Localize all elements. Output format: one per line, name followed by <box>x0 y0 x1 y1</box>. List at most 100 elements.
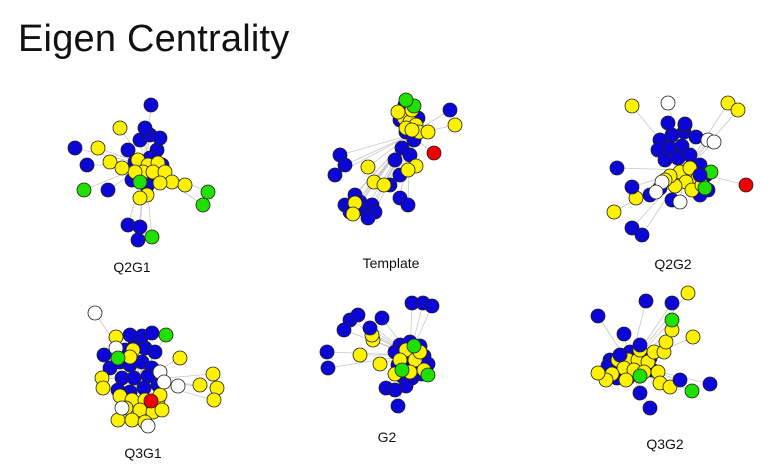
graph-label-q3g1: Q3G1 <box>124 445 162 461</box>
graph-node-yellow <box>177 177 193 193</box>
q3g1-nodes <box>87 305 225 434</box>
network-graph-q3g1 <box>87 305 225 434</box>
graph-label-q2g2: Q2G2 <box>654 256 692 272</box>
graph-node-yellow <box>352 347 368 363</box>
graph-edge <box>344 134 411 166</box>
graph-node-green <box>684 383 700 399</box>
graph-node-blue <box>634 227 650 243</box>
graph-node-yellow <box>152 175 168 191</box>
graph-node-yellow <box>730 102 746 118</box>
graph-node-yellow <box>206 392 222 408</box>
graph-node-green <box>76 182 92 198</box>
graph-node-yellow <box>390 104 406 120</box>
graph-node-blue <box>137 120 153 136</box>
graph-node-blue <box>350 307 366 323</box>
graph-node-white <box>140 418 156 434</box>
graph-node-blue <box>360 210 376 226</box>
graph-node-yellow <box>205 366 221 382</box>
graph-node-red <box>738 177 754 193</box>
graph-node-blue <box>677 116 693 132</box>
graph-node-blue <box>657 152 673 168</box>
graph-node-yellow <box>90 140 106 156</box>
graph-node-yellow <box>376 177 392 193</box>
graph-node-blue <box>642 400 658 416</box>
template-nodes <box>327 92 463 226</box>
graph-node-yellow <box>372 356 388 372</box>
graph-node-blue <box>337 157 353 173</box>
graph-node-blue <box>147 344 163 360</box>
graph-node-white <box>672 194 688 210</box>
graph-node-blue <box>336 322 352 338</box>
slide-title: Eigen Centrality <box>18 18 290 60</box>
graph-node-blue <box>387 382 403 398</box>
graph-node-yellow <box>400 162 416 178</box>
graph-node-yellow <box>95 380 111 396</box>
graph-label-q2g1: Q2G1 <box>113 259 151 275</box>
graph-node-blue <box>79 157 95 173</box>
graph-node-white <box>170 378 186 394</box>
g2-nodes <box>319 295 440 414</box>
graph-node-blue <box>319 344 335 360</box>
graph-node-blue <box>362 320 378 336</box>
graph-node-yellow <box>112 120 128 136</box>
graph-node-green <box>420 367 436 383</box>
graph-node-green <box>697 180 713 196</box>
graph-node-yellow <box>360 159 376 175</box>
graph-node-blue <box>327 167 343 183</box>
graph-node-blue <box>624 179 640 195</box>
graph-node-blue <box>692 167 708 183</box>
graph-node-blue <box>660 115 676 131</box>
graph-node-white <box>660 95 676 111</box>
graph-node-blue <box>612 347 628 363</box>
graph-node-blue <box>616 326 632 342</box>
graph-node-blue <box>664 295 680 311</box>
graph-node-yellow <box>102 154 118 170</box>
graph-node-blue <box>390 398 406 414</box>
graph-node-blue <box>152 130 168 146</box>
graph-node-yellow <box>685 329 701 345</box>
graph-node-yellow <box>154 402 170 418</box>
graph-node-blue <box>132 219 148 235</box>
q2g1-nodes <box>67 97 216 248</box>
graph-node-blue <box>102 360 118 376</box>
graph-node-green <box>394 362 410 378</box>
graph-node-yellow <box>124 412 140 428</box>
graph-node-blue <box>632 385 648 401</box>
graph-node-blue <box>638 293 654 309</box>
graph-node-white <box>648 184 664 200</box>
graph-node-blue <box>96 347 112 363</box>
graph-label-q3g2: Q3G2 <box>646 436 684 452</box>
q3g2-nodes <box>590 285 718 416</box>
graph-node-blue <box>144 325 160 341</box>
graph-node-yellow <box>606 204 622 220</box>
graph-node-green <box>158 327 174 343</box>
graph-node-blue <box>442 102 458 118</box>
graph-node-white <box>156 374 172 390</box>
network-graph-q3g2 <box>590 285 718 416</box>
graph-node-yellow <box>192 377 208 393</box>
graph-node-green <box>406 338 422 354</box>
graph-node-yellow <box>590 365 606 381</box>
graph-node-blue <box>67 140 83 156</box>
graph-node-green <box>195 197 211 213</box>
graph-node-red <box>143 393 159 409</box>
graph-node-blue <box>424 298 440 314</box>
graph-node-blue <box>590 308 606 324</box>
graph-node-blue <box>120 142 136 158</box>
graph-node-green <box>132 174 148 190</box>
network-graph-g2 <box>319 295 440 414</box>
graph-node-blue <box>609 160 625 176</box>
graph-node-yellow <box>447 117 463 133</box>
network-graph-q2g2 <box>606 95 754 243</box>
graph-node-green <box>632 368 648 384</box>
graph-edge <box>367 134 411 168</box>
graph-node-yellow <box>345 206 361 222</box>
graph-node-red <box>426 145 442 161</box>
graph-node-blue <box>374 310 390 326</box>
graph-node-blue <box>400 197 416 213</box>
graph-node-blue <box>100 182 116 198</box>
graph-node-white <box>87 305 103 321</box>
graph-node-blue <box>130 232 146 248</box>
graph-label-template: Template <box>363 255 420 271</box>
graph-node-yellow <box>114 160 130 176</box>
